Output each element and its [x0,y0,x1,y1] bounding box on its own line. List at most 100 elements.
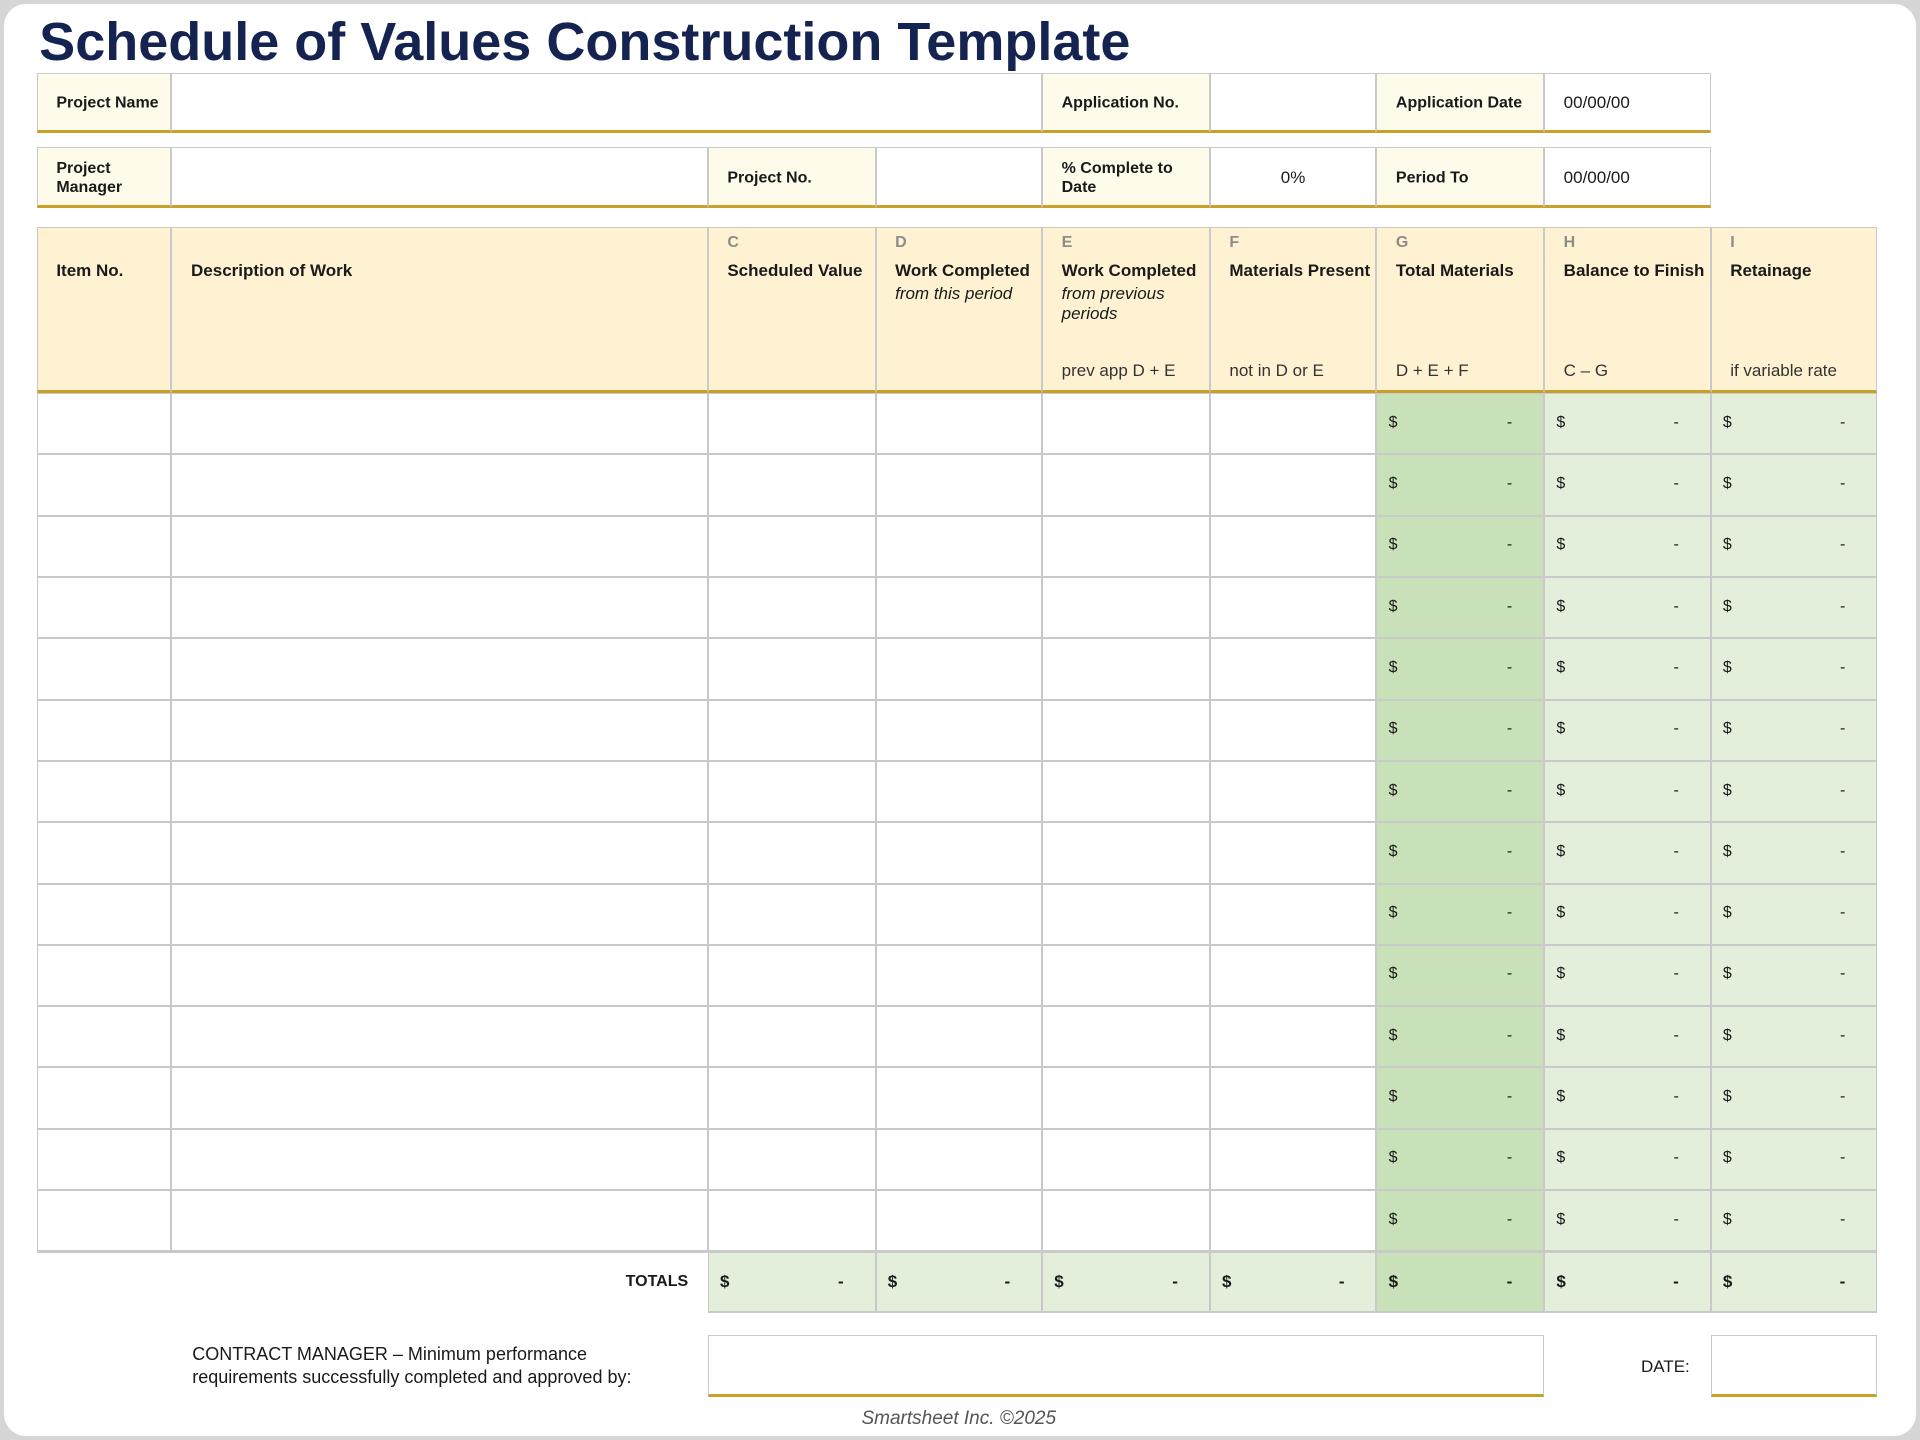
table-cell [1376,454,1545,516]
currency-symbol: $ [1388,474,1398,492]
table-cell [1376,760,1545,823]
info-label-cell [36,73,172,134]
table-cell [1710,638,1878,700]
table-cell [875,1190,1043,1252]
info-value: 0% [1280,167,1306,187]
table-cell [171,822,708,884]
info-label-cell [36,146,172,209]
currency-symbol: $ [1388,1088,1398,1106]
currency-symbol: $ [1722,965,1732,983]
currency-symbol: $ [1722,842,1732,860]
currency-symbol: $ [1556,413,1566,431]
table-cell [707,638,876,700]
date-label: DATE: [1640,1356,1690,1376]
table-cell [875,760,1043,823]
cell-value: - [1839,1026,1846,1044]
table-cell [707,883,876,945]
table-cell [36,515,172,577]
cell-value: - [1673,1088,1679,1106]
cell-value: - [1839,904,1846,922]
table-cell [1376,1006,1545,1068]
info-label: Application Date [1395,94,1523,112]
currency-symbol: $ [1556,1210,1566,1228]
table-cell [171,1128,708,1191]
column-formula: D + E + F [1395,361,1469,381]
column-name: Scheduled Value [727,260,863,280]
currency-symbol: $ [1722,536,1732,554]
currency-symbol: $ [1722,474,1732,492]
table-cell [1710,699,1878,761]
currency-symbol: $ [1722,1149,1732,1167]
table-cell [36,638,172,700]
table-cell [875,576,1043,639]
table-cell [171,393,708,455]
table-cell [875,1006,1043,1068]
table-cell [171,760,708,823]
cell-value: - [1839,1149,1846,1167]
cell-value: - [1839,658,1846,676]
column-name: Total Materials [1395,260,1514,280]
currency-symbol: $ [1556,474,1566,492]
table-cell [36,944,172,1007]
info-value-cell [1209,73,1377,134]
table-cell [1042,393,1210,455]
table-cell [1710,883,1878,945]
table-cell [875,822,1043,884]
currency-symbol: $ [1388,842,1398,860]
totals-value: - [838,1272,844,1292]
cell-value: - [1506,842,1513,860]
currency-symbol: $ [1722,1088,1732,1106]
info-value-cell [1209,146,1377,209]
signature-text: CONTRACT MANAGER – Minimum performance r… [192,1344,632,1388]
cell-value: - [1506,1149,1513,1167]
header-cell [1376,226,1545,394]
table-cell [1209,1067,1377,1129]
cell-value: - [1839,597,1846,615]
cell-value: - [1839,474,1846,492]
table-cell [1209,454,1377,516]
table-cell [1710,1067,1878,1129]
currency-symbol: $ [1388,1026,1398,1044]
table-cell [1544,1128,1711,1191]
cell-value: - [1506,965,1513,983]
currency-symbol: $ [1388,1210,1398,1228]
table-cell [171,1006,708,1068]
table-cell [36,699,172,761]
column-name: Work Completed [1061,260,1197,280]
table-cell [1710,515,1878,577]
table-cell [1042,454,1210,516]
table-cell [1042,699,1210,761]
header-cell [1209,226,1377,394]
table-cell [1209,393,1377,455]
info-value-cell [171,73,1043,134]
cell-value: - [1673,597,1679,615]
cell-value: - [1839,413,1846,431]
table-cell [875,699,1043,761]
currency-symbol: $ [1556,842,1566,860]
table-cell [1710,944,1878,1007]
table-cell [1544,638,1711,700]
column-formula: if variable rate [1730,361,1837,381]
column-name: Item No. [56,260,124,280]
totals-value: - [1673,1272,1679,1292]
currency-symbol: $ [1556,720,1566,738]
cell-value: - [1673,536,1679,554]
table-cell [1544,393,1711,455]
table-cell [1544,883,1711,945]
currency-symbol: $ [1556,904,1566,922]
table-cell [1042,576,1210,639]
cell-value: - [1506,597,1513,615]
table-cell [1376,883,1545,945]
totals-cell [1376,1251,1545,1313]
table-cell [1209,515,1377,577]
signature-box [707,1334,1545,1398]
table-cell [171,515,708,577]
currency-symbol: $ [1556,1026,1566,1044]
column-letter: H [1563,233,1576,251]
currency-symbol: $ [1556,658,1566,676]
column-letter: I [1730,233,1735,251]
currency-symbol: $ [1388,1149,1398,1167]
cell-value: - [1673,720,1679,738]
totals-label-cell [36,1251,708,1312]
currency-symbol: $ [720,1272,730,1292]
